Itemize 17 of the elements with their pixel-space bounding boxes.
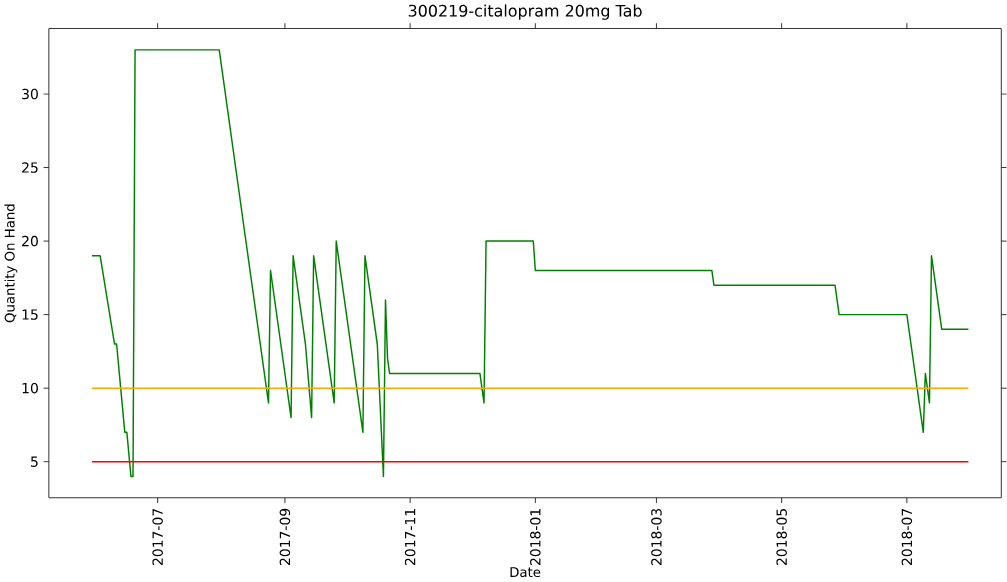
x-tick-label: 2017-07 [152, 509, 163, 566]
x-tick-label: 2018-03 [651, 509, 662, 566]
x-tick-label: 2017-11 [404, 509, 416, 566]
x-tick-label: 2018-01 [530, 509, 541, 566]
x-tick-label: 2017-09 [279, 509, 291, 566]
x-tick-label: 2018-05 [776, 509, 787, 566]
y-tick-label: 30 [22, 88, 38, 100]
y-tick-label: 20 [22, 236, 38, 247]
x-tick-label: 2018-07 [901, 509, 913, 566]
y-tick-label: 25 [22, 162, 38, 174]
y-axis-title: Quantity On Hand [4, 204, 18, 323]
y-tick-label: 15 [22, 309, 38, 321]
chart-title: 300219-citalopram 20mg Tab [408, 4, 642, 21]
x-axis-title: Date [510, 567, 541, 578]
y-tick-label: 10 [22, 383, 38, 394]
line-series [91, 49, 970, 478]
y-tick-label: 5 [31, 456, 38, 468]
